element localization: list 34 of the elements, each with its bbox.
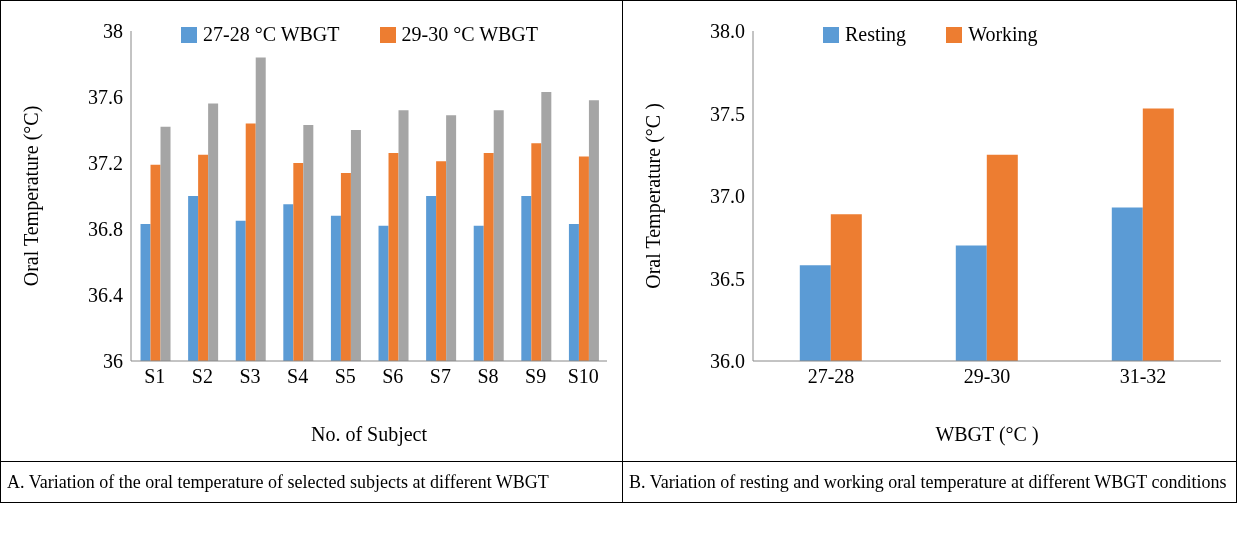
y-axis-title: Oral Temperature (°C )	[642, 103, 666, 289]
x-tick-label: S6	[382, 365, 404, 388]
x-tick-label: 29-30	[963, 365, 1011, 388]
x-tick-label: S8	[477, 365, 499, 388]
y-tick-label: 37.2	[88, 152, 123, 175]
y-tick-label: 38	[103, 20, 123, 43]
x-tick-label: S4	[287, 365, 309, 388]
legend-label: 27-28 °C WBGT	[203, 23, 340, 46]
y-tick-label: 37.6	[88, 86, 123, 109]
x-tick-label: 27-28	[807, 365, 855, 388]
x-tick-label: S5	[334, 365, 356, 388]
legend-label: 29-30 °C WBGT	[401, 23, 539, 46]
x-tick-label: S9	[525, 365, 547, 388]
x-tick-label: S7	[429, 365, 451, 388]
x-tick-label: S1	[144, 365, 166, 388]
y-tick-label: 37.0	[710, 185, 745, 208]
y-tick-label: 36.4	[88, 284, 123, 307]
y-tick-label: 36.8	[88, 218, 123, 241]
y-axis-title: Oral Temperature (°C)	[20, 105, 44, 287]
legend-label: Resting	[845, 23, 907, 46]
y-tick-label: 36.5	[710, 267, 745, 290]
x-tick-label: S3	[239, 365, 261, 388]
text: B. Variation of resting and working oral temperature at different WBGT conditions	[629, 471, 1228, 494]
x-tick-label: S2	[191, 365, 213, 388]
text: A. Variation of the oral temperature of selected subjects at different WBGT	[7, 471, 550, 494]
x-axis-title: No. of Subject	[310, 423, 428, 446]
y-tick-label: 36.0	[710, 350, 745, 373]
y-tick-label: 36	[103, 350, 123, 373]
x-tick-label: S10	[567, 365, 599, 388]
legend-label: Working	[968, 23, 1038, 46]
y-tick-label: 37.5	[710, 102, 745, 125]
x-axis-title: WBGT (°C )	[935, 423, 1039, 446]
y-tick-label: 38.0	[710, 20, 745, 43]
x-tick-label: 31-32	[1119, 365, 1167, 388]
